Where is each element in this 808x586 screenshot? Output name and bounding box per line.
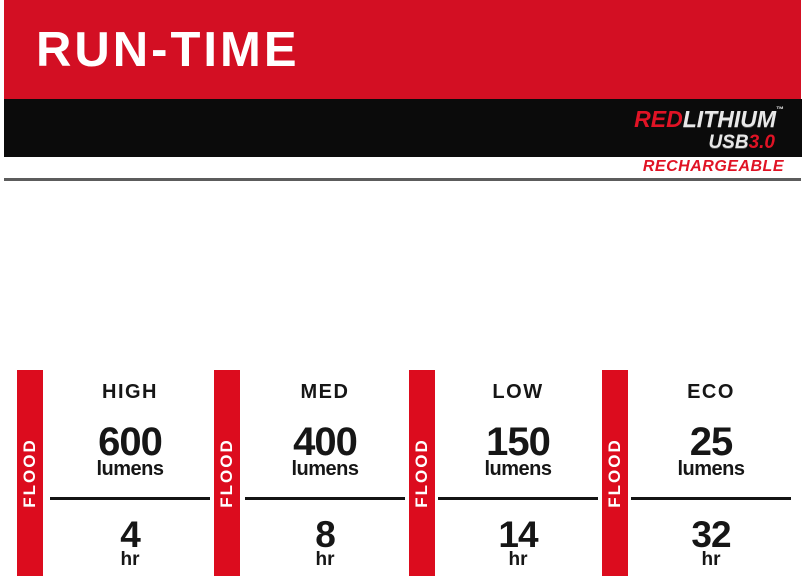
redlithium-wordmark: REDLITHIUM™ — [634, 105, 784, 132]
logo-usb-word: USB — [708, 132, 749, 153]
hours-unit: hr — [508, 549, 528, 570]
flood-beam-label: FLOOD — [605, 438, 624, 508]
logo-lithium-word: LITHIUM — [682, 106, 776, 132]
column-divider — [245, 497, 405, 500]
hours-value: 4 — [120, 514, 141, 555]
mode-label: MED — [300, 381, 350, 403]
lumens-unit: lumens — [484, 458, 552, 480]
mode-column-high: HIGH 600 lumens 4 hr — [50, 370, 210, 582]
flood-beam-bar: FLOOD — [214, 370, 240, 576]
lumens-unit: lumens — [291, 458, 359, 480]
lumens-value: 150 — [486, 420, 551, 464]
hours-unit: hr — [315, 549, 335, 570]
hours-value: 14 — [498, 514, 538, 555]
logo-usb-version: 3.0 — [748, 132, 775, 153]
mode-column-low: LOW 150 lumens 14 hr — [438, 370, 598, 582]
lumens-unit: lumens — [677, 458, 745, 480]
lumens-value: 400 — [293, 420, 358, 464]
flood-beam-bar: FLOOD — [17, 370, 43, 576]
rechargeable-label: RECHARGEABLE — [642, 158, 784, 175]
hours-unit: hr — [120, 549, 140, 570]
divider-rule — [4, 178, 801, 181]
header-banner: RUN-TIME — [4, 0, 801, 99]
lumens-value: 600 — [98, 420, 163, 464]
mode-label: ECO — [687, 381, 735, 403]
flood-beam-label: FLOOD — [20, 438, 39, 508]
column-divider — [631, 497, 791, 500]
hours-unit: hr — [701, 549, 721, 570]
mode-label: LOW — [492, 381, 544, 403]
mode-column-eco: ECO 25 lumens 32 hr — [631, 370, 791, 582]
column-divider — [438, 497, 598, 500]
lumens-value: 25 — [689, 420, 734, 464]
mode-column-med: MED 400 lumens 8 hr — [245, 370, 405, 582]
hours-value: 32 — [691, 514, 731, 555]
hours-value: 8 — [315, 514, 336, 555]
mode-label: HIGH — [102, 381, 158, 403]
flood-beam-label: FLOOD — [217, 438, 236, 508]
logo-red-word: RED — [634, 106, 683, 132]
page-title: RUN-TIME — [36, 22, 300, 77]
trademark-symbol: ™ — [776, 105, 784, 114]
flood-beam-label: FLOOD — [412, 438, 431, 508]
flood-beam-bar: FLOOD — [602, 370, 628, 576]
lumens-unit: lumens — [96, 458, 164, 480]
redlithium-logo: REDLITHIUM™ USB3.0 — [634, 105, 784, 153]
usb-wordmark: USB3.0 — [634, 133, 784, 152]
brand-banner: REDLITHIUM™ USB3.0 — [4, 99, 802, 157]
flood-beam-bar: FLOOD — [409, 370, 435, 576]
column-divider — [50, 497, 210, 500]
